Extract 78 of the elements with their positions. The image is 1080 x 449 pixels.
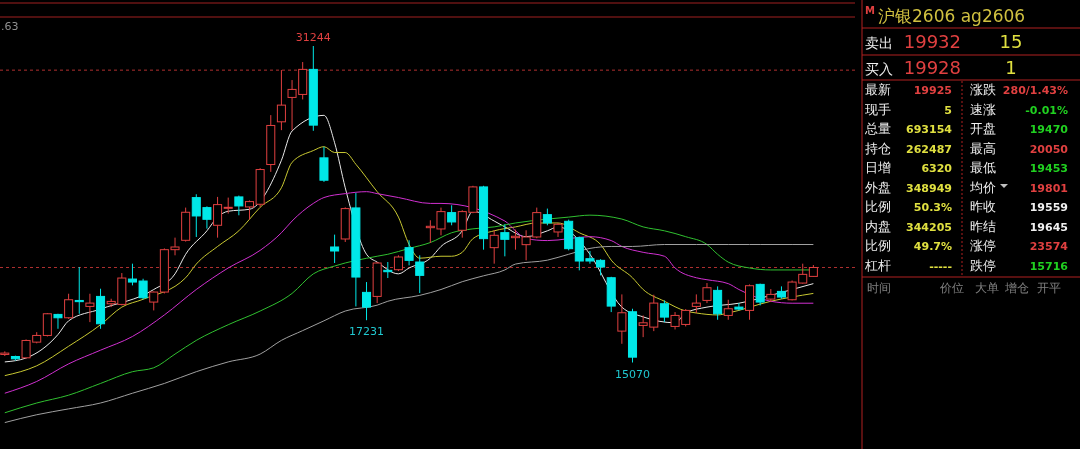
- text: 增仓: [1004, 281, 1029, 295]
- text: 比例: [865, 238, 891, 253]
- text: 348949: [906, 181, 952, 195]
- text: 昨收: [970, 199, 996, 214]
- text: .63: [1, 20, 19, 33]
- annotation: 31244: [295, 31, 331, 44]
- candlestick: [64, 293, 74, 320]
- text: 19925: [913, 84, 952, 97]
- text: 15: [999, 31, 1023, 52]
- text: 外盘: [865, 179, 891, 195]
- text: 49.7%: [913, 240, 952, 253]
- text: 速涨: [970, 101, 996, 117]
- text: 280/1.43%: [1002, 84, 1068, 97]
- text: 买入: [865, 61, 893, 77]
- text: 19928: [903, 57, 961, 78]
- text: 涨停: [970, 238, 996, 253]
- text: 最高: [970, 140, 996, 156]
- text: 最新: [865, 82, 891, 97]
- text: 19470: [1029, 123, 1069, 136]
- text: -0.01%: [1025, 103, 1068, 117]
- text: 19559: [1029, 201, 1068, 214]
- annotation: 15070: [615, 367, 650, 381]
- text: M: [865, 5, 875, 16]
- candlestick: [500, 223, 510, 257]
- candlestick: [319, 146, 329, 183]
- text: 19801: [1029, 181, 1068, 195]
- text: 开盘: [970, 121, 996, 136]
- text: 19932: [903, 31, 961, 52]
- text: 6320: [921, 162, 953, 175]
- candlestick: [617, 293, 627, 345]
- candlestick: [53, 313, 63, 330]
- text: 20050: [1029, 142, 1069, 156]
- text: 昨结: [970, 218, 996, 234]
- text: 涨跌: [970, 82, 996, 97]
- candlestick: [659, 299, 669, 323]
- candlestick: [362, 281, 372, 321]
- text: 50.3%: [913, 201, 952, 214]
- text: 内盘: [865, 218, 891, 234]
- text: 344205: [906, 220, 952, 234]
- text: 日增: [865, 160, 891, 175]
- text: 卖出: [865, 35, 893, 51]
- text: 1: [1005, 57, 1017, 78]
- text: 262487: [906, 142, 952, 156]
- text: 19645: [1029, 220, 1068, 234]
- candlestick: [213, 196, 223, 239]
- candlestick: [149, 290, 159, 311]
- text: 5: [944, 103, 952, 117]
- text: 总量: [864, 121, 891, 136]
- text: 跌停: [970, 257, 996, 273]
- candlestick: [74, 266, 84, 315]
- candlestick: [713, 285, 723, 321]
- candlestick: [415, 254, 425, 294]
- text: 大单: [975, 281, 999, 295]
- candlestick: [330, 234, 340, 264]
- candlestick: [276, 69, 286, 131]
- annotation: 17231: [349, 325, 385, 339]
- text: 价位: [939, 281, 964, 295]
- candlestick: [489, 229, 499, 265]
- text: 23574: [1029, 240, 1069, 253]
- text: 开平: [1037, 281, 1061, 295]
- text: 杠杆: [864, 257, 891, 273]
- candlestick: [404, 239, 414, 266]
- candlestick: [447, 204, 457, 226]
- candlestick: [85, 293, 95, 323]
- text: 均价: [969, 179, 996, 195]
- text: -----: [929, 259, 952, 273]
- text: 时间: [867, 281, 891, 295]
- text: 693154: [906, 123, 953, 136]
- text: 沪银2606 ag2606: [878, 6, 1026, 26]
- candlestick: [702, 282, 712, 304]
- text: 比例: [865, 199, 891, 214]
- candlestick: [723, 299, 733, 321]
- text: 19453: [1029, 162, 1068, 175]
- text: 持仓: [865, 140, 891, 156]
- text: 现手: [865, 101, 891, 117]
- candlestick: [691, 293, 701, 314]
- text: 最低: [970, 160, 996, 175]
- text: 15716: [1029, 259, 1069, 273]
